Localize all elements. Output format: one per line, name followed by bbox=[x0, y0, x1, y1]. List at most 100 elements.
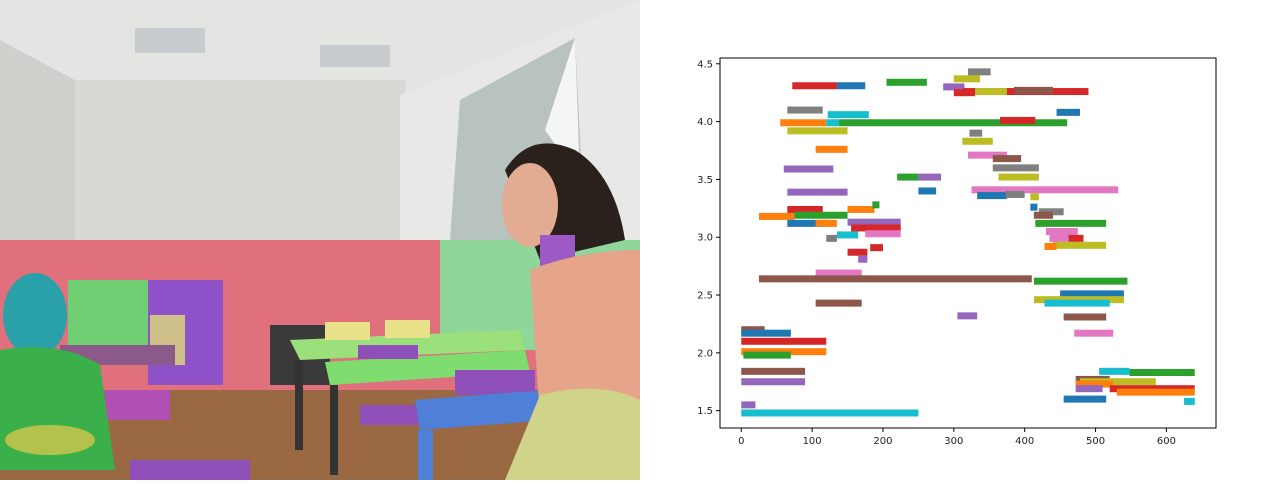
segment-66 bbox=[1063, 313, 1107, 321]
segment-72 bbox=[743, 351, 791, 359]
segment-26 bbox=[897, 173, 919, 181]
segment-84 bbox=[1184, 397, 1195, 405]
segment-60 bbox=[1033, 277, 1128, 285]
segment-9 bbox=[1014, 86, 1054, 94]
segment-12 bbox=[780, 119, 827, 127]
segment-chart: 0 100 200 300 400 500 600 1.5 2.0 2.5 3.0 3.5 4.0 4.… bbox=[697, 57, 1217, 447]
segment-45 bbox=[851, 224, 901, 232]
segment-15 bbox=[999, 116, 1036, 124]
y-tick-label: 3.0 bbox=[697, 233, 713, 244]
segment-73 bbox=[741, 367, 806, 375]
segment-10 bbox=[787, 106, 823, 114]
segment-4 bbox=[792, 82, 837, 90]
y-tick-label: 1.5 bbox=[697, 406, 713, 417]
segment-39 bbox=[787, 205, 823, 213]
y-tick-label: 2.0 bbox=[697, 348, 713, 359]
segment-43 bbox=[815, 219, 837, 227]
segment-2 bbox=[943, 83, 965, 91]
chair-purple bbox=[358, 345, 418, 359]
segment-81 bbox=[1075, 385, 1103, 393]
segment-1 bbox=[886, 78, 927, 86]
segment-31 bbox=[977, 192, 1007, 200]
segment-38 bbox=[872, 201, 880, 209]
segment-63 bbox=[1044, 299, 1110, 307]
chart-panel: 0 100 200 300 400 500 600 1.5 2.0 2.5 3.0 3.5 4.0 4.… bbox=[640, 0, 1280, 480]
segment-28 bbox=[971, 186, 1119, 194]
segment-16 bbox=[1056, 108, 1080, 116]
chair-purple-2 bbox=[455, 370, 535, 395]
desk-top-blue bbox=[415, 390, 550, 430]
segment-75 bbox=[1099, 367, 1130, 375]
desk-top-middle bbox=[325, 350, 530, 385]
chair-purple-3 bbox=[360, 405, 420, 425]
segment-0 bbox=[968, 68, 991, 76]
segment-5 bbox=[836, 82, 866, 90]
segment-69 bbox=[1074, 329, 1114, 337]
segment-79 bbox=[1075, 380, 1114, 388]
segment-7 bbox=[953, 89, 976, 97]
segment-25 bbox=[998, 173, 1039, 181]
y-axis: 1.5 2.0 2.5 3.0 3.5 4.0 4.5 bbox=[697, 59, 720, 417]
segment-68 bbox=[741, 329, 791, 337]
segment-51 bbox=[1067, 234, 1084, 242]
segment-74 bbox=[741, 378, 806, 386]
segment-78 bbox=[1079, 378, 1156, 386]
desk-leg-2 bbox=[330, 385, 338, 475]
segment-8 bbox=[975, 88, 1007, 96]
chair-yellow bbox=[325, 322, 370, 340]
segment-59 bbox=[758, 275, 1032, 283]
segment-82 bbox=[1116, 388, 1195, 396]
person2-shirt bbox=[530, 250, 640, 420]
segment-27 bbox=[918, 173, 942, 181]
plot-frame bbox=[719, 57, 1217, 429]
segment-13 bbox=[826, 119, 840, 127]
chair-yellow-2 bbox=[385, 320, 430, 338]
segment-86 bbox=[741, 409, 919, 417]
person1-hands bbox=[5, 425, 95, 455]
x-axis: 0 100 200 300 400 500 600 bbox=[738, 428, 1176, 447]
photo-illustration bbox=[0, 0, 640, 480]
segmented-photo bbox=[0, 0, 640, 480]
x-tick-label: 600 bbox=[1157, 436, 1176, 447]
window-light bbox=[545, 38, 580, 180]
person2-skirt bbox=[505, 388, 640, 480]
desk-leg-blue bbox=[418, 430, 433, 480]
x-tick-label: 300 bbox=[944, 436, 963, 447]
segment-52 bbox=[1049, 234, 1069, 242]
y-tick-label: 3.5 bbox=[697, 175, 713, 186]
segment-47 bbox=[836, 231, 859, 239]
shelf-left bbox=[68, 280, 148, 345]
chair-left bbox=[105, 390, 170, 420]
segment-56 bbox=[847, 248, 868, 256]
segment-54 bbox=[1044, 242, 1057, 250]
segment-44 bbox=[847, 218, 901, 226]
segment-21 bbox=[968, 151, 1007, 159]
segment-58 bbox=[815, 269, 862, 277]
ceiling-light bbox=[135, 28, 205, 53]
desk-leg bbox=[295, 360, 303, 450]
ceiling-light-2 bbox=[320, 45, 390, 67]
segment-48 bbox=[826, 234, 837, 242]
y-tick-label: 4.5 bbox=[697, 59, 713, 70]
segment-11 bbox=[827, 111, 869, 119]
segment-30 bbox=[918, 187, 937, 195]
segment-49 bbox=[1035, 219, 1107, 227]
segment-55 bbox=[870, 244, 883, 252]
segment-57 bbox=[858, 255, 868, 263]
x-tick-label: 0 bbox=[738, 436, 744, 447]
x-tick-label: 500 bbox=[1086, 436, 1105, 447]
back-wall bbox=[75, 80, 405, 240]
segment-29 bbox=[787, 188, 848, 196]
person2-face bbox=[502, 163, 558, 247]
segment-20 bbox=[815, 145, 848, 153]
segment-33 bbox=[1030, 193, 1039, 201]
segment-22 bbox=[992, 155, 1022, 163]
desk-front-left bbox=[130, 460, 250, 480]
segment-85 bbox=[741, 401, 756, 409]
segment-70 bbox=[741, 337, 827, 345]
segment-40 bbox=[758, 212, 795, 220]
segment-3 bbox=[953, 75, 981, 83]
segment-14 bbox=[839, 119, 1068, 127]
segment-46 bbox=[865, 230, 901, 238]
chart-marks bbox=[741, 68, 1195, 417]
